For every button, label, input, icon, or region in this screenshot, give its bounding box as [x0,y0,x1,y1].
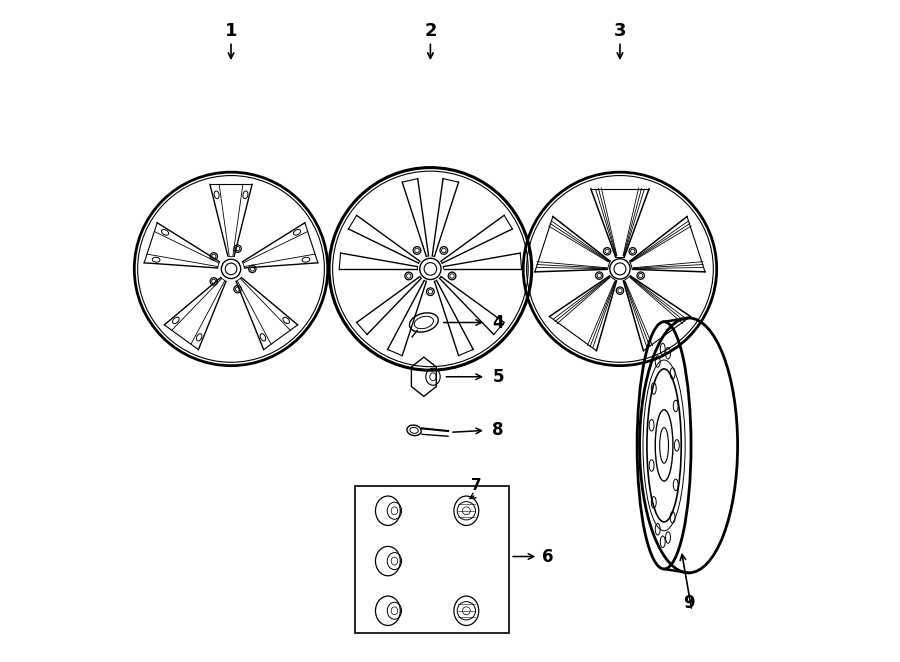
Text: 4: 4 [492,314,504,332]
Text: 3: 3 [614,22,626,40]
Text: 1: 1 [225,22,238,40]
Text: 5: 5 [492,368,504,386]
Text: 2: 2 [424,22,436,40]
Text: 8: 8 [492,421,504,440]
Text: 7: 7 [471,478,482,493]
Bar [356,486,508,633]
Text: 9: 9 [683,594,695,612]
Text: 6: 6 [542,547,553,565]
